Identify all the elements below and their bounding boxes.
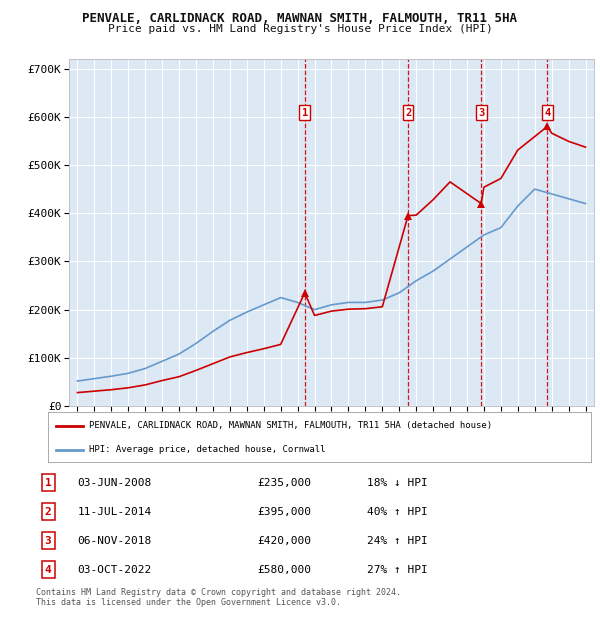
Text: 2: 2 (405, 108, 411, 118)
Text: HPI: Average price, detached house, Cornwall: HPI: Average price, detached house, Corn… (89, 445, 325, 454)
Text: PENVALE, CARLIDNACK ROAD, MAWNAN SMITH, FALMOUTH, TR11 5HA (detached house): PENVALE, CARLIDNACK ROAD, MAWNAN SMITH, … (89, 421, 492, 430)
Text: £420,000: £420,000 (257, 536, 311, 546)
Text: 3: 3 (45, 536, 52, 546)
Text: 27% ↑ HPI: 27% ↑ HPI (367, 565, 428, 575)
Text: 03-JUN-2008: 03-JUN-2008 (77, 477, 152, 487)
Text: 1: 1 (45, 477, 52, 487)
Text: 03-OCT-2022: 03-OCT-2022 (77, 565, 152, 575)
Text: 40% ↑ HPI: 40% ↑ HPI (367, 507, 428, 516)
Text: PENVALE, CARLIDNACK ROAD, MAWNAN SMITH, FALMOUTH, TR11 5HA: PENVALE, CARLIDNACK ROAD, MAWNAN SMITH, … (83, 12, 517, 25)
Text: £580,000: £580,000 (257, 565, 311, 575)
Text: 4: 4 (45, 565, 52, 575)
Text: 4: 4 (544, 108, 551, 118)
Text: 18% ↓ HPI: 18% ↓ HPI (367, 477, 428, 487)
Text: £395,000: £395,000 (257, 507, 311, 516)
Text: 2: 2 (45, 507, 52, 516)
Text: Price paid vs. HM Land Registry's House Price Index (HPI): Price paid vs. HM Land Registry's House … (107, 24, 493, 33)
Text: 3: 3 (478, 108, 484, 118)
Text: Contains HM Land Registry data © Crown copyright and database right 2024.
This d: Contains HM Land Registry data © Crown c… (36, 588, 401, 607)
Text: £235,000: £235,000 (257, 477, 311, 487)
Text: 1: 1 (302, 108, 308, 118)
Text: 06-NOV-2018: 06-NOV-2018 (77, 536, 152, 546)
Text: 24% ↑ HPI: 24% ↑ HPI (367, 536, 428, 546)
Text: 11-JUL-2014: 11-JUL-2014 (77, 507, 152, 516)
